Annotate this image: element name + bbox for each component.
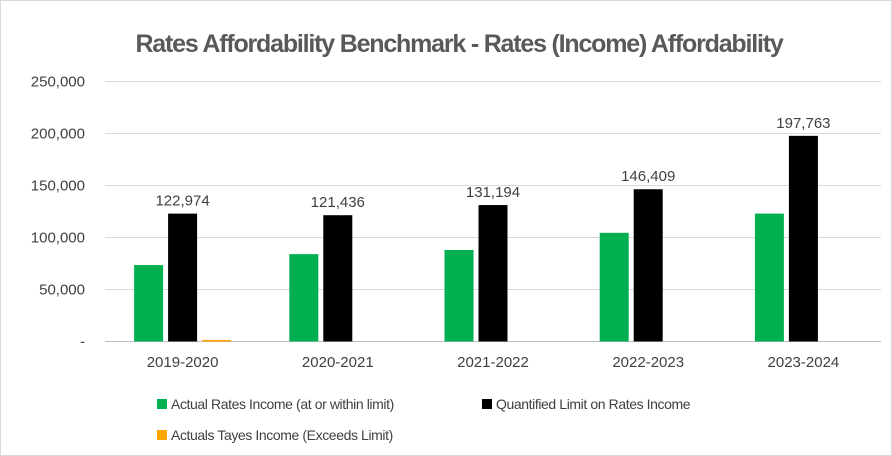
bar bbox=[134, 265, 164, 342]
y-tick-label: 150,000 bbox=[31, 178, 85, 195]
legend-swatch bbox=[157, 399, 167, 409]
legend-label: Actuals Tayes Income (Exceeds Limit) bbox=[171, 427, 393, 443]
bar bbox=[444, 249, 474, 342]
legend-swatch bbox=[157, 430, 167, 440]
bar bbox=[202, 339, 232, 342]
y-tick-label: 250,000 bbox=[31, 74, 85, 91]
bar bbox=[168, 213, 198, 342]
x-category-label: 2020-2021 bbox=[302, 354, 374, 371]
bar bbox=[754, 213, 784, 342]
data-label: 146,409 bbox=[621, 168, 675, 185]
x-category-label: 2021-2022 bbox=[457, 354, 529, 371]
y-tick-label: 100,000 bbox=[31, 230, 85, 247]
legend-swatch bbox=[482, 399, 492, 409]
x-category-label: 2019-2020 bbox=[147, 354, 219, 371]
data-label: 131,194 bbox=[466, 184, 520, 201]
x-category-label: 2023-2024 bbox=[768, 354, 840, 371]
bar bbox=[478, 205, 508, 342]
bars bbox=[134, 135, 818, 342]
bar bbox=[633, 189, 663, 342]
x-category-label: 2022-2023 bbox=[612, 354, 684, 371]
data-label: 197,763 bbox=[776, 115, 830, 132]
data-label: 122,974 bbox=[155, 193, 209, 210]
bar bbox=[599, 232, 629, 342]
legend-label: Actual Rates Income (at or within limit) bbox=[171, 396, 394, 412]
bar bbox=[788, 135, 818, 342]
chart-title: Rates Affordability Benchmark - Rates (I… bbox=[135, 30, 783, 58]
y-tick-label: - bbox=[80, 334, 85, 351]
y-tick-label: 50,000 bbox=[39, 282, 85, 299]
data-labels: 122,974 121,436 131,194 146,409 197,763 bbox=[155, 115, 830, 211]
bar bbox=[289, 254, 319, 342]
data-label: 121,436 bbox=[311, 194, 365, 211]
bar bbox=[323, 215, 353, 342]
y-tick-label: 200,000 bbox=[31, 126, 85, 143]
y-axis-ticks: - 50,000 100,000 150,000 200,000 250,000 bbox=[31, 74, 85, 351]
x-axis-categories: 2019-2020 2020-2021 2021-2022 2022-2023 2023… bbox=[147, 354, 840, 371]
legend: Actual Rates Income (at or within limit)… bbox=[157, 396, 691, 443]
legend-label: Quantified Limit on Rates Income bbox=[496, 396, 691, 412]
